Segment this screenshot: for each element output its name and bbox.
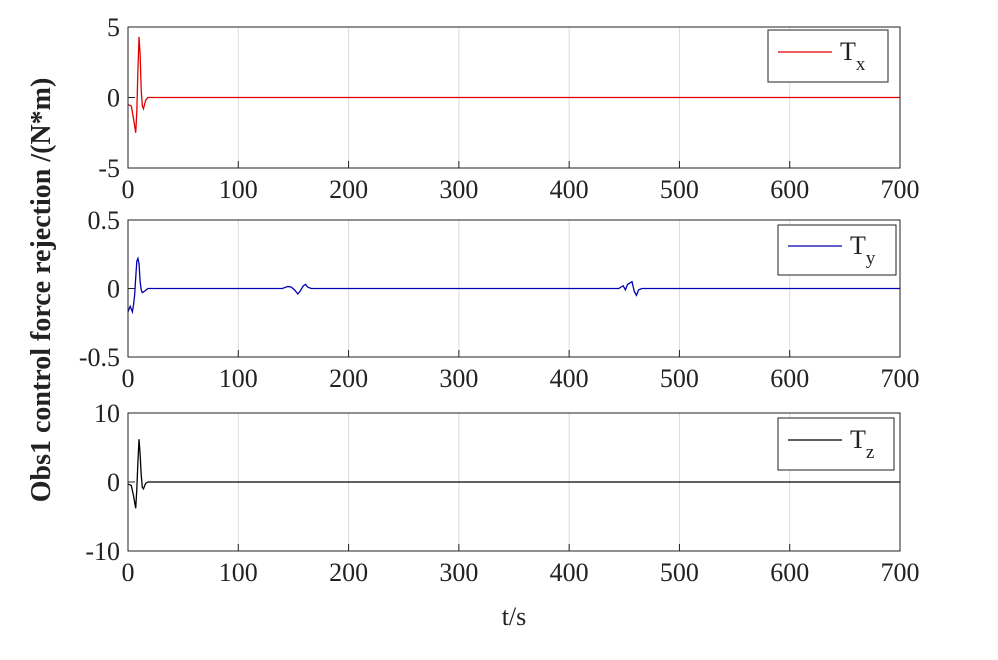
- y-tick-label: 0.5: [88, 206, 121, 235]
- plot-frame: [127, 26, 901, 169]
- x-tick-label: 200: [329, 364, 368, 393]
- y-tick-label: 0: [107, 468, 120, 497]
- x-tick-label: 500: [660, 558, 699, 587]
- x-tick-label: 200: [329, 175, 368, 204]
- y-axis-label: Obs1 control force rejection /(N*m): [26, 78, 57, 503]
- y-tick-label: -5: [98, 154, 120, 183]
- legend-box: [777, 224, 897, 276]
- x-tick-label: 0: [122, 558, 135, 587]
- legend-label-subscript: z: [866, 442, 874, 463]
- x-tick-label: 400: [550, 175, 589, 204]
- x-tick-label: 700: [881, 175, 920, 204]
- y-tick-label: 10: [94, 399, 120, 428]
- legend-box: [767, 29, 889, 83]
- data-line: [127, 36, 900, 133]
- x-tick-label: 100: [219, 175, 258, 204]
- plot-frame: [127, 219, 901, 358]
- x-tick-label: 700: [881, 364, 920, 393]
- x-tick-label: 0: [122, 364, 135, 393]
- x-tick-label: 600: [770, 558, 809, 587]
- x-tick-label: 300: [439, 364, 478, 393]
- x-tick-label: 400: [550, 558, 589, 587]
- y-tick-label: 0: [107, 84, 120, 113]
- x-tick-label: 600: [770, 364, 809, 393]
- x-tick-label: 600: [770, 175, 809, 204]
- x-tick-label: 500: [660, 364, 699, 393]
- plot-frame: [127, 412, 901, 552]
- x-axis-label: t/s: [502, 602, 527, 631]
- x-tick-label: 500: [660, 175, 699, 204]
- x-tick-label: 100: [219, 558, 258, 587]
- x-tick-label: 400: [550, 364, 589, 393]
- data-line: [127, 439, 900, 509]
- y-tick-label: -0.5: [79, 343, 120, 372]
- y-tick-label: -10: [85, 537, 120, 566]
- x-tick-label: 0: [122, 175, 135, 204]
- x-tick-label: 300: [439, 175, 478, 204]
- data-line: [127, 256, 900, 315]
- x-tick-label: 200: [329, 558, 368, 587]
- legend-box: [777, 417, 895, 471]
- y-tick-label: 0: [107, 275, 120, 304]
- y-tick-label: 5: [107, 13, 120, 42]
- x-tick-label: 300: [439, 558, 478, 587]
- legend-label-subscript: y: [866, 248, 876, 269]
- x-tick-label: 100: [219, 364, 258, 393]
- x-tick-label: 700: [881, 558, 920, 587]
- legend-label-subscript: x: [856, 54, 866, 75]
